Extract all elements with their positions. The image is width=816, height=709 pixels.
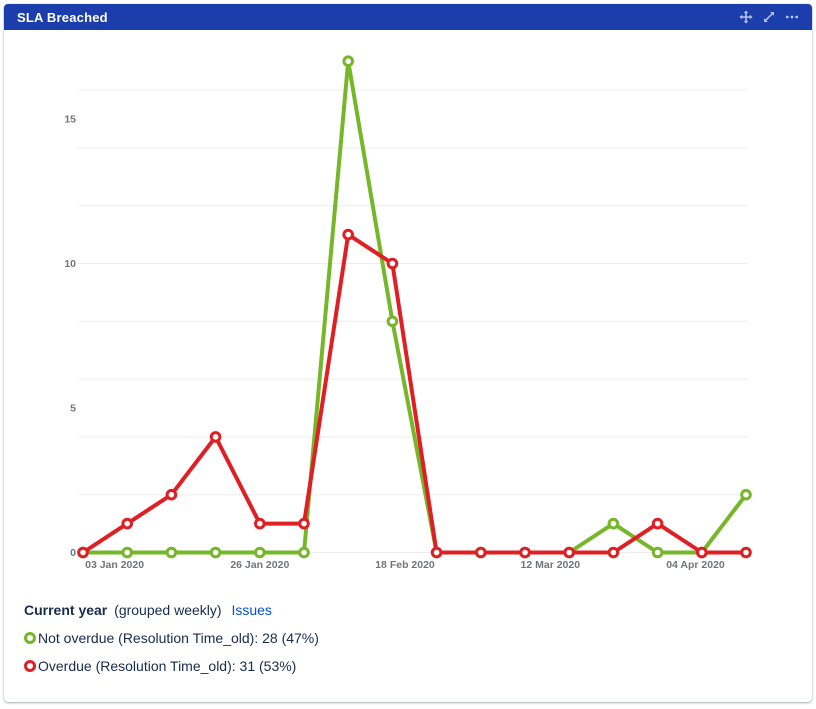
- data-point-overdue[interactable]: [77, 546, 89, 559]
- legend-item-label: Overdue (Resolution Time_old): 31 (53%): [38, 658, 297, 674]
- sla-line-chart: 0 5 10 15 03 Jan 2020 26 Jan 2020 18 Feb 2020 1…: [64, 55, 752, 571]
- expand-icon[interactable]: [762, 10, 776, 24]
- gadget-title: SLA Breached: [17, 9, 108, 25]
- data-point-not-overdue[interactable]: [386, 315, 399, 328]
- data-point-overdue[interactable]: [519, 546, 531, 559]
- legend-item-overdue: Overdue (Resolution Time_old): 31 (53%): [24, 657, 319, 675]
- sla-breached-gadget: SLA Breached 0 5 10 15 03 Jan 2020 26 Jan 202…: [4, 4, 812, 702]
- data-point-overdue[interactable]: [696, 546, 708, 559]
- data-point-not-overdue[interactable]: [651, 546, 664, 559]
- data-point-overdue[interactable]: [298, 517, 310, 530]
- data-point-overdue[interactable]: [121, 517, 133, 530]
- data-point-overdue[interactable]: [430, 546, 443, 559]
- data-point-overdue[interactable]: [253, 517, 266, 530]
- data-point-not-overdue[interactable]: [253, 546, 266, 559]
- legend-item-not-overdue: Not overdue (Resolution Time_old): 28 (4…: [24, 629, 319, 647]
- x-tick-label: 04 Apr 2020: [666, 559, 725, 571]
- move-icon[interactable]: [739, 10, 753, 24]
- more-icon[interactable]: [785, 10, 799, 24]
- gadget-header-actions: [739, 10, 799, 24]
- data-point-overdue[interactable]: [165, 488, 178, 501]
- y-tick-label: 5: [70, 403, 76, 415]
- data-point-overdue[interactable]: [651, 517, 664, 530]
- gadget-header[interactable]: SLA Breached: [4, 4, 812, 30]
- legend-heading: Current year (grouped weekly) Issues: [24, 601, 319, 619]
- data-point-not-overdue[interactable]: [165, 546, 178, 559]
- x-tick-label: 18 Feb 2020: [375, 559, 435, 571]
- x-tick-label: 12 Mar 2020: [521, 559, 581, 571]
- data-point-not-overdue[interactable]: [740, 488, 752, 501]
- data-point-overdue[interactable]: [475, 546, 487, 559]
- y-tick-label: 15: [64, 114, 76, 126]
- issues-link[interactable]: Issues: [231, 602, 272, 618]
- chart-legend: Current year (grouped weekly) Issues Not…: [24, 601, 319, 675]
- data-point-overdue[interactable]: [607, 546, 620, 559]
- x-tick-label: 03 Jan 2020: [85, 559, 144, 571]
- y-tick-label: 10: [64, 258, 76, 270]
- legend-period-label: Current year: [24, 602, 108, 618]
- data-point-not-overdue[interactable]: [342, 55, 355, 68]
- overdue-marker-icon: [24, 660, 36, 672]
- legend-grouping-note: (grouped weekly): [114, 602, 222, 618]
- data-point-not-overdue[interactable]: [607, 517, 620, 530]
- x-tick-label: 26 Jan 2020: [230, 559, 289, 571]
- not-overdue-marker-icon: [24, 632, 36, 644]
- data-point-not-overdue[interactable]: [209, 546, 222, 559]
- y-tick-label: 0: [70, 547, 76, 559]
- data-point-overdue[interactable]: [563, 546, 576, 559]
- data-point-overdue[interactable]: [342, 228, 355, 241]
- series-line-overdue: [81, 232, 748, 555]
- data-point-not-overdue[interactable]: [121, 546, 133, 559]
- legend-item-label: Not overdue (Resolution Time_old): 28 (4…: [38, 630, 319, 646]
- data-point-not-overdue[interactable]: [298, 546, 310, 559]
- data-point-overdue[interactable]: [386, 257, 399, 270]
- data-point-overdue[interactable]: [209, 431, 222, 443]
- data-point-overdue[interactable]: [740, 546, 752, 559]
